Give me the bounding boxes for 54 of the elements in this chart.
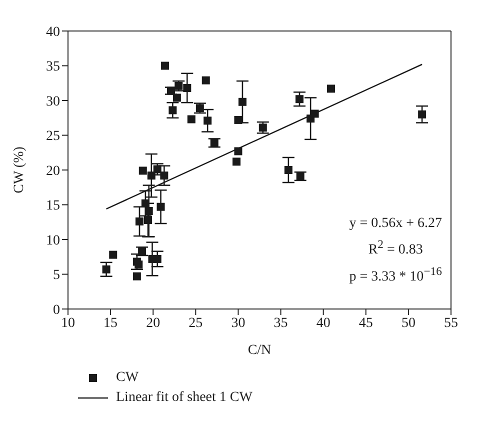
point: [102, 265, 110, 274]
point: [238, 98, 246, 106]
x-axis-title: C/N: [248, 343, 272, 358]
x-tick-label: 20: [146, 316, 160, 331]
x-tick-label: 35: [274, 316, 288, 331]
point: [210, 138, 218, 147]
point: [144, 216, 152, 224]
y-tick-label: 35: [46, 60, 60, 75]
point: [166, 86, 175, 95]
point: [153, 254, 162, 263]
point: [204, 116, 212, 125]
point: [138, 166, 147, 175]
point: [168, 106, 177, 114]
point: [160, 172, 168, 180]
point: [144, 207, 153, 216]
point: [326, 84, 335, 93]
x-tick-label: 50: [401, 316, 416, 331]
point: [156, 202, 165, 211]
point: [134, 260, 143, 269]
point: [418, 110, 426, 118]
x-tick-label: 45: [358, 316, 373, 331]
y-tick-label: 15: [46, 198, 60, 214]
point: [183, 84, 192, 92]
point: [161, 62, 170, 70]
y-axis-title: CW (%): [12, 146, 27, 194]
y-tick-label: 30: [46, 94, 60, 110]
y-tick-label: 5: [53, 268, 60, 284]
point: [187, 115, 196, 124]
point: [132, 272, 141, 280]
legend-label: Linear fit of sheet 1 CW: [116, 390, 252, 406]
x-tick-label: 15: [104, 316, 118, 331]
point: [109, 250, 118, 259]
point: [147, 172, 156, 180]
point: [172, 94, 181, 102]
x-tick-label: 30: [231, 316, 246, 331]
y-tick-label: 40: [46, 24, 60, 40]
x-tick-label: 40: [316, 316, 330, 331]
x-tick-label: 55: [444, 316, 458, 331]
y-tick-label: 25: [46, 129, 60, 144]
point: [174, 82, 183, 90]
point: [202, 76, 210, 84]
point: [135, 217, 144, 226]
point: [258, 124, 267, 132]
y-tick-label: 20: [46, 164, 60, 179]
x-tick-label: 25: [188, 316, 203, 331]
point: [284, 166, 292, 174]
legend-label: CW: [116, 370, 139, 386]
point: [296, 95, 304, 104]
point: [234, 116, 242, 124]
y-tick-label: 10: [46, 233, 60, 248]
point: [232, 158, 241, 166]
point: [141, 199, 150, 208]
y-tick-label: 0: [53, 302, 60, 318]
fit-equation: y = 0.56x + 6.27 R$^{2}$ = 0.83 p = 3.33 * 10$^{−16}$: [349, 215, 442, 286]
